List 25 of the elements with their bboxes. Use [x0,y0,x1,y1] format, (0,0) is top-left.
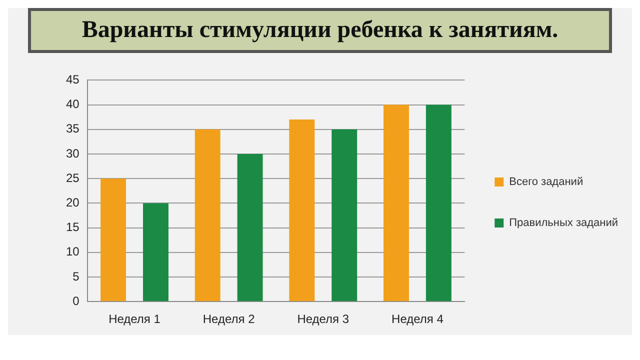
legend-label: Всего заданий [509,176,584,188]
y-tick-label: 35 [66,122,80,136]
y-tick-label: 5 [72,269,80,284]
bar [237,154,263,302]
y-tick-label: 45 [66,72,80,87]
x-tick-label: Неделя 2 [202,312,256,326]
bar [332,129,358,302]
y-tick-label: 15 [66,220,80,234]
y-tick-label: 0 [72,294,80,308]
y-tick-label: 25 [66,170,80,185]
y-tick-label: 30 [66,146,80,160]
y-tick-label: 10 [66,244,80,259]
x-tick-label: Неделя 4 [392,312,444,326]
x-tick-label: Неделя 1 [108,312,161,326]
bar [194,129,220,302]
bar [100,178,126,302]
legend-label: Правильных заданий [509,217,618,230]
y-tick-label: 40 [66,97,80,112]
y-tick-label: 20 [66,196,80,210]
x-tick-label: Неделя 3 [297,312,350,326]
bar [384,104,409,302]
chart-title: Варианты стимуляции ребенка к занятиям. [28,8,612,53]
bar [142,203,168,302]
bar [426,104,452,302]
bar [289,120,315,302]
